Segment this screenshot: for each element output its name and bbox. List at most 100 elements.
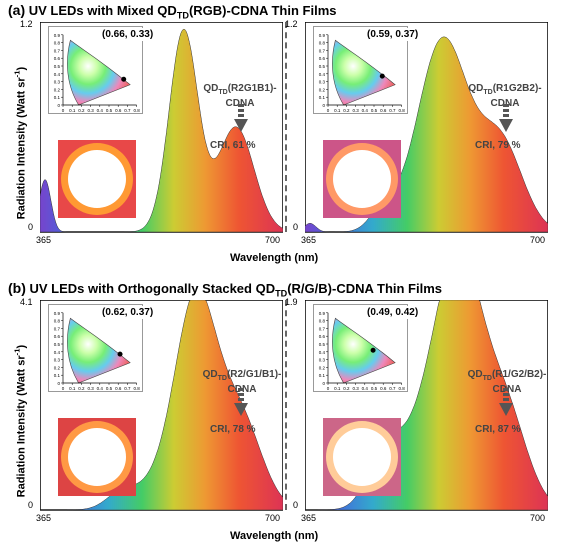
svg-text:0.6: 0.6	[54, 334, 61, 339]
xmin-label: 365	[36, 235, 51, 245]
svg-text:0.4: 0.4	[97, 108, 104, 113]
xmax-label: 700	[530, 513, 545, 523]
svg-text:0.4: 0.4	[54, 350, 61, 355]
y0-label: 0	[293, 222, 298, 232]
chart-b-left: 4.1 0 365 700 Radiation Intensity (Watt …	[40, 300, 283, 530]
cri-b-left: CRI, 78 %	[210, 424, 256, 435]
svg-text:0.1: 0.1	[54, 373, 61, 378]
svg-text:0.3: 0.3	[87, 386, 94, 391]
led-photo-b-right	[323, 418, 401, 496]
ymax-label: 1.9	[285, 297, 298, 307]
svg-text:0.5: 0.5	[54, 64, 61, 69]
svg-text:0.2: 0.2	[319, 365, 326, 370]
svg-text:0.1: 0.1	[334, 386, 341, 391]
svg-text:0.8: 0.8	[133, 386, 140, 391]
arrow-icon	[495, 386, 517, 423]
svg-text:0.3: 0.3	[54, 80, 61, 85]
svg-text:0.3: 0.3	[352, 108, 359, 113]
led-photo-b-left	[58, 418, 136, 496]
svg-text:0.8: 0.8	[133, 108, 140, 113]
arrow-icon	[230, 102, 252, 139]
y0-label: 0	[28, 222, 33, 232]
svg-text:0.6: 0.6	[54, 56, 61, 61]
svg-text:0.4: 0.4	[97, 386, 104, 391]
svg-text:0.3: 0.3	[319, 80, 326, 85]
ylabel-a: Radiation Intensity (Watt sr-1)	[13, 39, 28, 219]
svg-text:0: 0	[57, 381, 60, 386]
svg-text:0.7: 0.7	[54, 326, 61, 331]
xmin-label: 365	[301, 235, 316, 245]
svg-text:0.8: 0.8	[54, 319, 61, 324]
ylabel-b: Radiation Intensity (Watt sr-1)	[13, 317, 28, 497]
svg-text:0.5: 0.5	[319, 64, 326, 69]
cri-a-right: CRI, 79 %	[475, 140, 521, 151]
svg-text:0.8: 0.8	[54, 41, 61, 46]
svg-text:0.3: 0.3	[87, 108, 94, 113]
svg-text:0.8: 0.8	[319, 319, 326, 324]
svg-text:0.5: 0.5	[371, 386, 378, 391]
svg-text:0.9: 0.9	[54, 33, 61, 38]
svg-text:0.9: 0.9	[54, 311, 61, 316]
svg-text:0.6: 0.6	[115, 386, 122, 391]
svg-text:0.2: 0.2	[54, 87, 61, 92]
svg-text:0.5: 0.5	[106, 386, 113, 391]
cri-a-left: CRI, 61 %	[210, 140, 256, 151]
svg-text:0.2: 0.2	[343, 386, 350, 391]
y0-label: 0	[28, 500, 33, 510]
xlabel-a: Wavelength (nm)	[230, 252, 318, 264]
svg-text:0: 0	[327, 108, 330, 113]
svg-text:0.6: 0.6	[115, 108, 122, 113]
svg-text:0.4: 0.4	[319, 72, 326, 77]
svg-text:0.6: 0.6	[319, 334, 326, 339]
led-photo-a-left	[58, 140, 136, 218]
svg-text:0.2: 0.2	[343, 108, 350, 113]
svg-text:0.6: 0.6	[380, 386, 387, 391]
svg-text:0: 0	[62, 386, 65, 391]
svg-text:0.9: 0.9	[319, 33, 326, 38]
svg-text:0.7: 0.7	[54, 48, 61, 53]
coord-a-left: (0.66, 0.33)	[100, 28, 155, 41]
svg-text:0.1: 0.1	[319, 95, 326, 100]
xmin-label: 365	[301, 513, 316, 523]
svg-text:0.2: 0.2	[319, 87, 326, 92]
svg-text:0.1: 0.1	[334, 108, 341, 113]
panel-a-title: (a) UV LEDs with Mixed QDTD(RGB)-CDNA Th…	[8, 2, 337, 21]
svg-text:0.4: 0.4	[54, 72, 61, 77]
svg-text:0.8: 0.8	[319, 41, 326, 46]
xmax-label: 700	[265, 235, 280, 245]
svg-text:0.3: 0.3	[352, 386, 359, 391]
svg-text:0.1: 0.1	[319, 373, 326, 378]
panel-a: (a) UV LEDs with Mixed QDTD(RGB)-CDNA Th…	[0, 0, 567, 278]
xmax-label: 700	[530, 235, 545, 245]
svg-text:0.1: 0.1	[69, 386, 76, 391]
svg-text:0.8: 0.8	[398, 386, 405, 391]
svg-text:0: 0	[322, 381, 325, 386]
svg-text:0.8: 0.8	[398, 108, 405, 113]
arrow-icon	[230, 386, 252, 423]
svg-text:0.5: 0.5	[371, 108, 378, 113]
svg-text:0.2: 0.2	[78, 386, 85, 391]
ymax-label: 4.1	[20, 297, 33, 307]
chart-a-right: 1.2 0 365 700 00.10.20.30.40.50.60.70.80…	[305, 22, 548, 252]
svg-text:0.9: 0.9	[319, 311, 326, 316]
svg-text:0.4: 0.4	[362, 108, 369, 113]
led-photo-a-right	[323, 140, 401, 218]
divider-a	[285, 22, 287, 232]
svg-text:0.5: 0.5	[54, 342, 61, 347]
svg-text:0: 0	[57, 103, 60, 108]
coord-a-right: (0.59, 0.37)	[365, 28, 420, 41]
xmax-label: 700	[265, 513, 280, 523]
svg-text:0.7: 0.7	[319, 326, 326, 331]
svg-text:0: 0	[62, 108, 65, 113]
chart-b-right: 1.9 0 365 700 00.10.20.30.40.50.60.70.80…	[305, 300, 548, 530]
svg-text:0.4: 0.4	[362, 386, 369, 391]
ymax-label: 1.2	[285, 19, 298, 29]
svg-text:0.7: 0.7	[124, 386, 131, 391]
svg-text:0.7: 0.7	[319, 48, 326, 53]
svg-text:0.1: 0.1	[54, 95, 61, 100]
coord-b-left: (0.62, 0.37)	[100, 306, 155, 319]
chart-a-left: 1.2 0 365 700 Radiation Intensity (Watt …	[40, 22, 283, 252]
svg-text:0.5: 0.5	[106, 108, 113, 113]
svg-text:0.7: 0.7	[124, 108, 131, 113]
svg-text:0.6: 0.6	[319, 56, 326, 61]
